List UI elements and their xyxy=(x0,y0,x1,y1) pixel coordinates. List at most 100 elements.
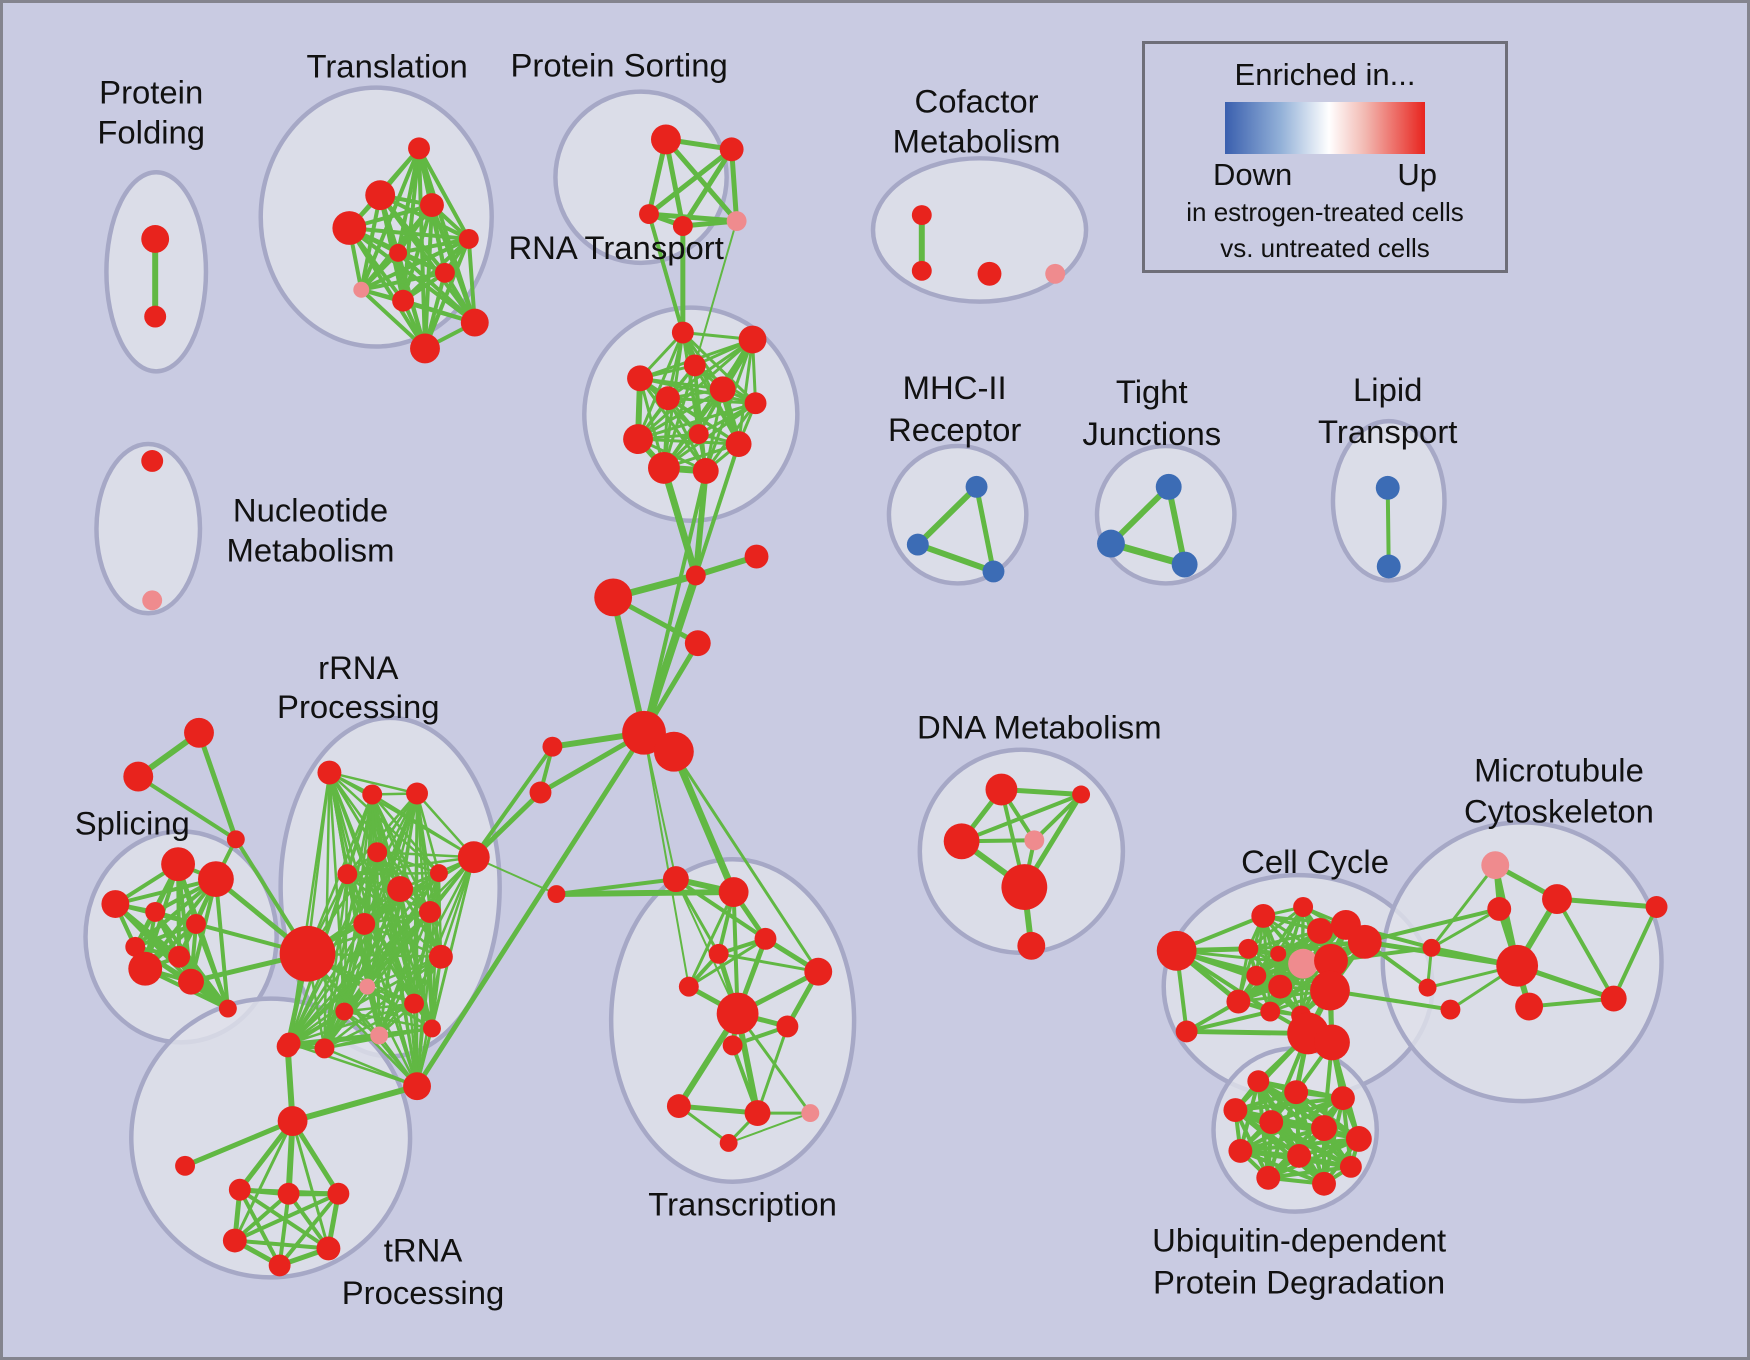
gene-set-node xyxy=(123,761,154,792)
gene-set-node xyxy=(1156,930,1197,971)
overlap-edge xyxy=(687,937,767,989)
overlap-edge xyxy=(660,464,700,579)
gene-set-node xyxy=(362,784,383,805)
overlap-edge xyxy=(666,396,741,446)
overlap-edge xyxy=(670,748,738,896)
gene-set-node xyxy=(1226,989,1251,1014)
gene-set-node xyxy=(365,180,396,211)
gene-set-node xyxy=(622,710,666,755)
gene-set-node xyxy=(387,876,414,903)
overlap-edge xyxy=(343,922,366,1013)
gene-set-node xyxy=(639,204,659,225)
gene-set-node xyxy=(744,1100,771,1127)
gene-set-node xyxy=(801,1104,820,1123)
gene-set-node xyxy=(1045,263,1066,284)
overlap-edge xyxy=(288,1042,419,1088)
overlap-edge xyxy=(288,855,476,1045)
gene-set-node xyxy=(458,228,479,249)
gene-set-node xyxy=(719,1133,738,1152)
gene-set-node xyxy=(392,289,415,312)
gene-set-node xyxy=(744,544,769,569)
overlap-edge xyxy=(1430,907,1501,950)
gene-set-node xyxy=(1312,1171,1336,1196)
gene-set-node xyxy=(434,262,455,283)
overlap-edge xyxy=(672,750,820,974)
gene-set-node xyxy=(175,1155,196,1176)
gene-set-node xyxy=(1481,851,1510,880)
gene-set-node xyxy=(406,782,428,805)
gene-set-node xyxy=(738,325,767,354)
cluster-label-protein_folding: Folding xyxy=(97,113,205,150)
gene-set-node xyxy=(218,999,237,1018)
gene-set-node xyxy=(692,457,719,484)
cluster-label-protein_folding: Protein xyxy=(99,74,203,111)
cluster-label-ubiquitin: Ubiquitin-dependent xyxy=(1152,1221,1446,1258)
overlap-edge xyxy=(680,146,735,229)
gene-set-node xyxy=(277,1106,308,1136)
gene-set-node xyxy=(1024,830,1045,851)
gene-set-node xyxy=(198,861,234,898)
gene-set-node xyxy=(1251,904,1276,928)
overlap-edge xyxy=(288,887,402,1045)
legend-title: Enriched in... xyxy=(1234,57,1416,92)
gene-set-node xyxy=(141,225,170,253)
gene-set-node xyxy=(1418,978,1437,997)
overlap-edge xyxy=(610,594,648,736)
overlap-edge xyxy=(1385,485,1391,569)
gene-set-node xyxy=(1228,1138,1253,1163)
gene-set-node xyxy=(1097,529,1125,558)
gene-set-node xyxy=(1347,924,1382,959)
gene-set-node xyxy=(1238,938,1259,959)
gene-set-node xyxy=(317,760,342,785)
cluster-bubble-mhc_receptor xyxy=(886,443,1029,586)
gene-set-node xyxy=(725,431,752,457)
cluster-label-nucleotide_metabolism: Metabolism xyxy=(227,532,395,569)
gene-set-node xyxy=(911,205,932,226)
gene-set-node xyxy=(1314,1024,1350,1061)
gene-set-node xyxy=(276,1035,299,1058)
gene-set-node xyxy=(327,1182,350,1205)
cluster-label-tight_junctions: Junctions xyxy=(1082,415,1221,452)
gene-set-node xyxy=(316,1236,341,1261)
gene-set-node xyxy=(1645,896,1668,918)
overlap-edge xyxy=(1527,996,1616,1009)
gene-set-node xyxy=(457,841,490,874)
gene-set-node xyxy=(708,943,729,964)
gene-set-node xyxy=(145,902,166,922)
gene-set-node xyxy=(1375,475,1400,500)
gene-set-node xyxy=(1171,551,1198,578)
gene-set-node xyxy=(627,365,653,392)
gene-set-node xyxy=(726,211,747,231)
gene-set-node xyxy=(428,944,453,969)
overlap-edge xyxy=(636,387,725,441)
overlap-edge xyxy=(647,212,685,335)
gene-set-node xyxy=(228,1178,251,1201)
gene-set-node xyxy=(144,305,167,328)
gene-set-node xyxy=(655,386,680,411)
overlap-edge xyxy=(1327,988,1453,1012)
overlap-edge xyxy=(640,571,700,737)
gene-set-node xyxy=(335,1002,354,1021)
gene-set-node xyxy=(429,864,448,883)
gene-set-node xyxy=(1287,1143,1312,1168)
overlap-edge xyxy=(1175,949,1305,966)
gene-set-node xyxy=(314,1038,335,1059)
gene-set-node xyxy=(650,124,681,155)
gene-set-node xyxy=(671,321,694,344)
overlap-edge xyxy=(1554,897,1616,1001)
cluster-bubble-nucleotide_metabolism xyxy=(94,441,203,616)
overlap-edge xyxy=(646,211,740,224)
gene-set-node xyxy=(277,1182,300,1205)
gene-set-node xyxy=(1270,945,1287,962)
gene-set-node xyxy=(1376,554,1401,579)
cluster-label-microtubule: Microtubule xyxy=(1474,752,1644,789)
overlap-edge xyxy=(285,1033,382,1049)
overlap-edge xyxy=(277,1191,341,1268)
cluster-bubble-trna_processing xyxy=(129,996,413,1280)
overlap-edge xyxy=(232,1191,341,1243)
overlap-edge xyxy=(194,921,230,1011)
color-gradient-bar xyxy=(1225,102,1425,154)
overlap-edge xyxy=(343,1002,416,1013)
overlap-edge xyxy=(1233,1108,1271,1180)
gene-set-node xyxy=(332,211,367,245)
